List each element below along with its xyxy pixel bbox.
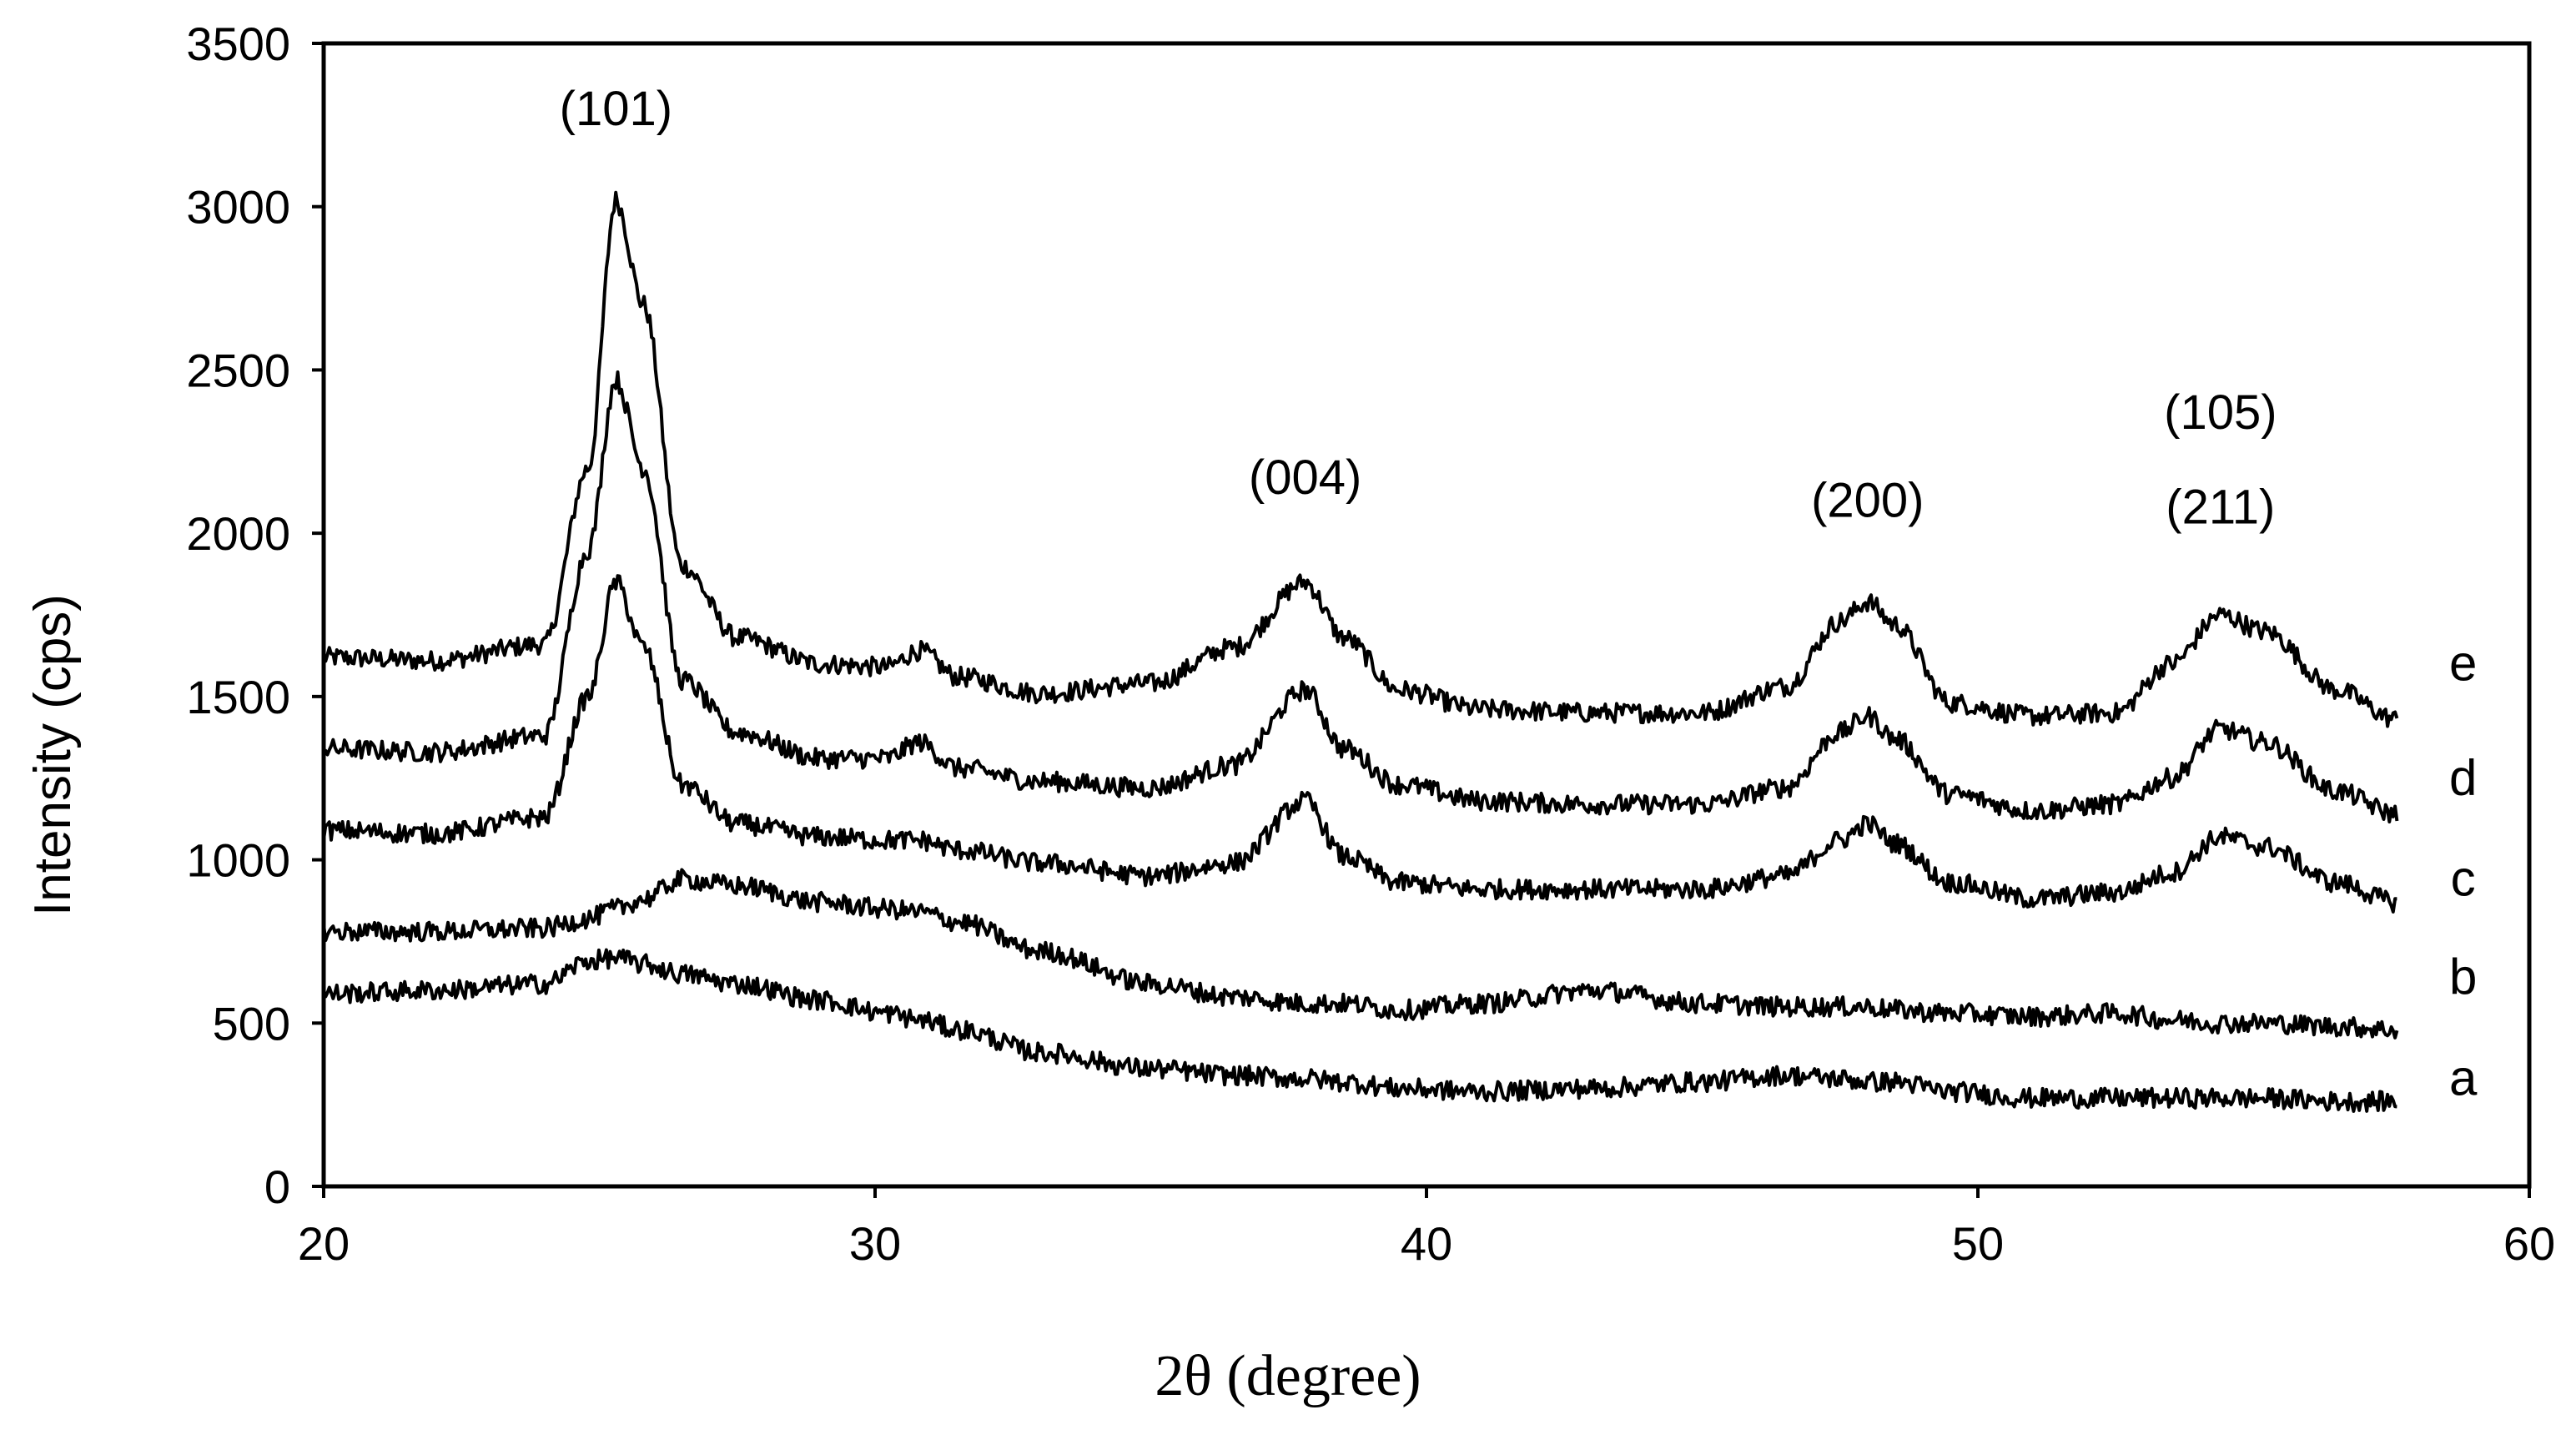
y-tick-label: 0 — [264, 1161, 290, 1213]
series-e-line — [322, 190, 2399, 728]
series-a-line — [322, 948, 2397, 1113]
y-tick-label: 2500 — [186, 344, 290, 396]
peak-annotation: (105) — [2164, 385, 2277, 440]
x-tick-label: 50 — [1952, 1217, 2004, 1270]
series-d-line — [322, 370, 2399, 823]
peak-annotation: (101) — [560, 82, 672, 136]
series-c-line — [322, 574, 2397, 914]
peak-annotation: (200) — [1811, 474, 1924, 528]
y-tick-label: 3000 — [186, 181, 290, 234]
series-label-c: c — [2451, 851, 2476, 907]
peak-annotation: (211) — [2166, 480, 2275, 534]
series-label-a: a — [2449, 1050, 2478, 1105]
y-tick-label: 1500 — [186, 671, 290, 723]
series-label-d: d — [2449, 749, 2477, 805]
y-tick-label: 2000 — [186, 507, 290, 560]
y-axis-ticks: 0 500 1000 1500 2000 2500 3000 3500 — [186, 18, 324, 1213]
y-axis-label: Intensity (cps) — [24, 594, 82, 916]
series-curves — [322, 190, 2399, 1113]
peak-annotations: (101) (004) (200) (105) (211) — [560, 82, 2277, 535]
x-axis-ticks: 20 30 40 50 60 — [298, 1186, 2555, 1270]
series-label-e: e — [2449, 635, 2477, 691]
series-label-b: b — [2449, 949, 2477, 1004]
x-tick-label: 40 — [1401, 1217, 1452, 1270]
y-tick-label: 3500 — [186, 18, 290, 70]
x-axis-label: 2θ (degree) — [1155, 1344, 1421, 1408]
y-tick-label: 500 — [213, 997, 290, 1050]
x-tick-label: 30 — [849, 1217, 901, 1270]
series-b-line — [322, 868, 2399, 1040]
x-tick-label: 20 — [298, 1217, 350, 1270]
peak-annotation: (004) — [1249, 451, 1361, 505]
x-tick-label: 60 — [2503, 1217, 2555, 1270]
y-tick-label: 1000 — [186, 834, 290, 887]
